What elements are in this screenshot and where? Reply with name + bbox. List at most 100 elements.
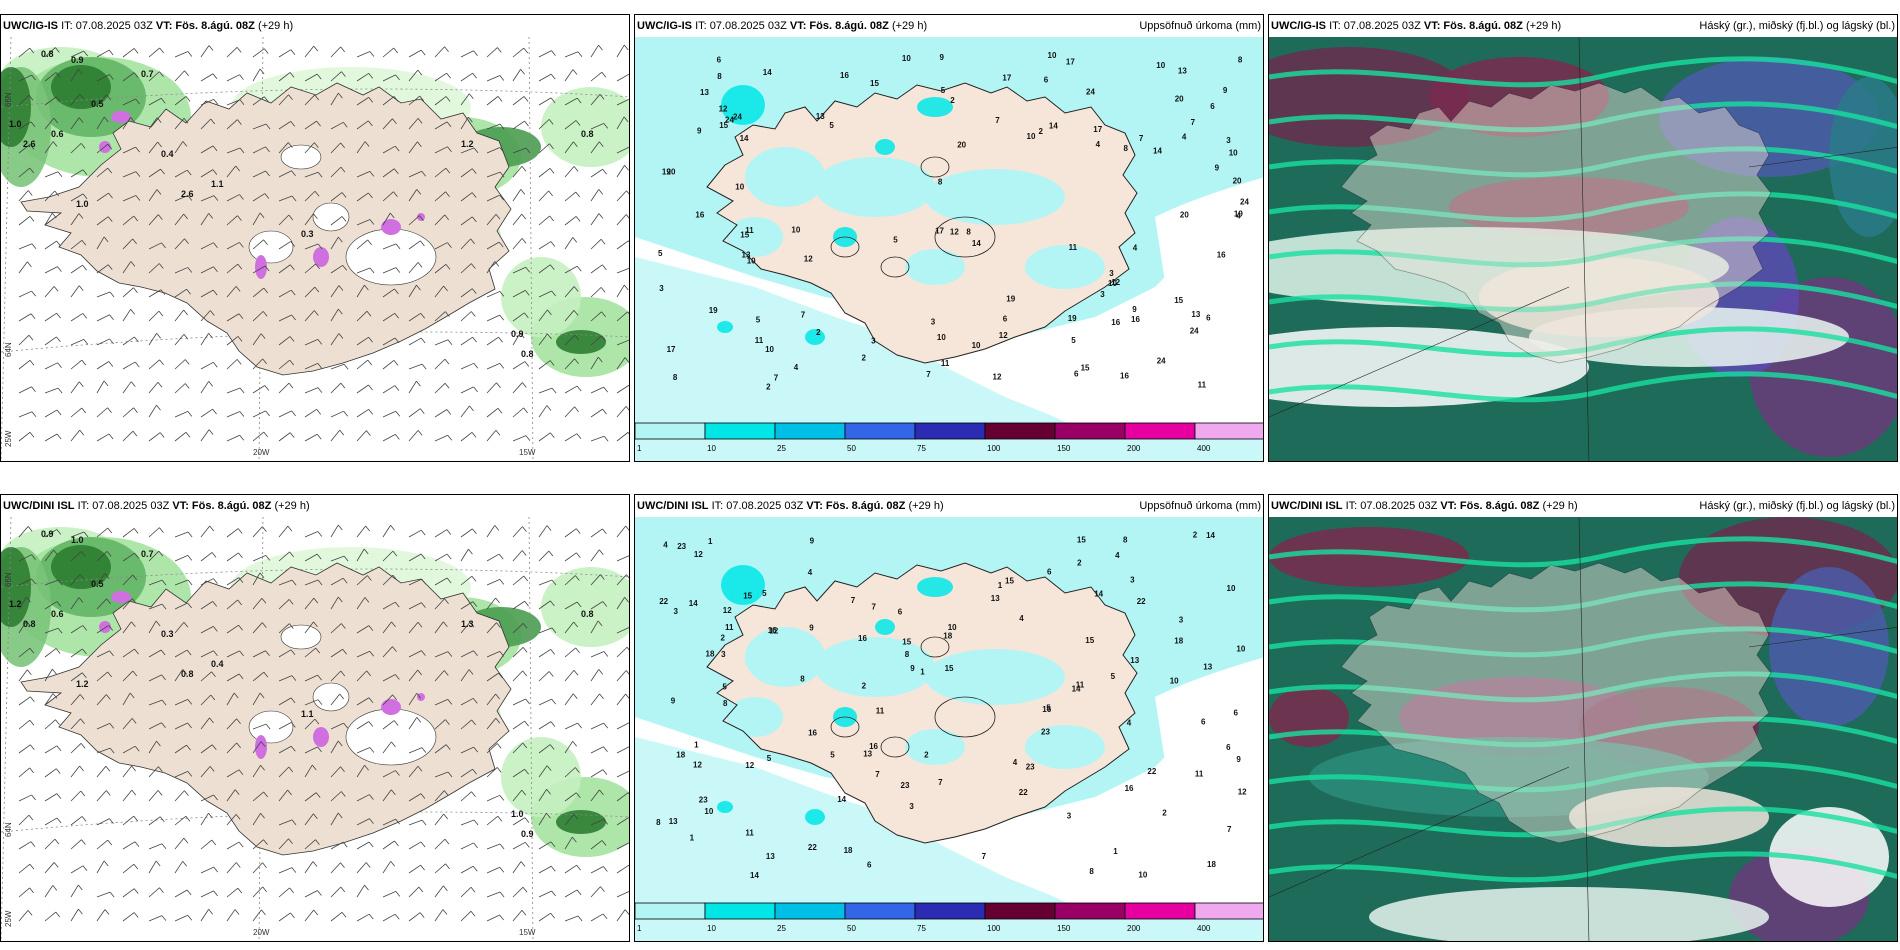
wind-barb [616, 146, 629, 154]
wind-barb [304, 674, 318, 682]
wind-barb [252, 212, 261, 226]
wind-barb-feather [263, 839, 268, 845]
wind-barb [460, 886, 472, 898]
wind-barb [356, 697, 370, 706]
valid-time: VT: Fös. 8.ágú. 08Z [172, 500, 272, 512]
wind-barb [382, 550, 394, 562]
precip-value: 23 [1026, 763, 1035, 772]
wind-barb [356, 120, 369, 130]
precip-blob [541, 87, 629, 167]
glacier-outline [934, 216, 996, 258]
wind-barb-feather [550, 600, 555, 607]
wind-barb-feather [133, 72, 139, 78]
wind-barb [174, 698, 188, 706]
precip-value: 13 [991, 594, 1000, 603]
wind-barb-feather [576, 385, 582, 392]
wind-barb [18, 719, 31, 730]
wind-barb-feather [160, 649, 166, 656]
init-time: IT: 07.08.2025 03Z [77, 500, 170, 512]
wind-barb [174, 51, 189, 58]
wind-barb [512, 189, 522, 202]
value-label: 0.8 [23, 619, 36, 629]
wind-barb-feather [260, 741, 266, 747]
wind-barb [278, 819, 293, 826]
wind-barb [408, 284, 417, 298]
wind-barb [18, 411, 33, 418]
wind-barb-feather [576, 864, 581, 871]
wind-barb [590, 620, 599, 634]
wind-barb-feather [472, 528, 477, 535]
precip-value: 10 [902, 54, 911, 63]
wind-barb [70, 407, 83, 418]
wind-barb [70, 908, 79, 922]
wind-barb [174, 70, 185, 82]
wind-barb [356, 747, 371, 754]
wind-barb-feather [546, 405, 552, 411]
precip-value: 16 [1125, 784, 1134, 793]
wind-barb [148, 816, 161, 826]
wind-barb-feather [417, 622, 423, 628]
wind-barb [174, 309, 185, 322]
wind-barb [44, 719, 56, 730]
wind-barb-feather [262, 886, 267, 893]
value-label: 1.1 [301, 709, 314, 719]
wind-barb [538, 890, 552, 898]
wind-barb-feather [523, 96, 529, 102]
wind-barb [304, 213, 314, 226]
wind-barb [382, 191, 394, 202]
wind-barb-feather [521, 238, 527, 244]
wind-barb-feather [212, 289, 218, 296]
wind-barb [356, 597, 366, 610]
glacier [248, 710, 294, 744]
colorbar-tick: 150 [1057, 444, 1071, 453]
wind-barb [434, 46, 445, 58]
precip-value: 1 [998, 581, 1003, 590]
model-name: UWC/IG-IS [1271, 20, 1326, 32]
wind-barb-feather [317, 579, 323, 586]
wind-barb [148, 843, 163, 850]
wind-barb [70, 672, 83, 682]
high-value-spot [99, 621, 111, 633]
wind-barb-feather [55, 648, 61, 654]
wind-barb [330, 791, 342, 802]
wind-barb-feather [576, 552, 581, 559]
wind-barb [486, 717, 497, 730]
wind-barb [382, 694, 393, 706]
wind-barb-feather [447, 651, 453, 657]
wind-barb [18, 261, 28, 274]
wind-barb-feather [444, 46, 449, 53]
wind-barb-feather [155, 860, 161, 867]
wind-barb [382, 74, 396, 82]
wind-barb-feather [625, 214, 629, 219]
wind-barb [382, 789, 392, 802]
wind-barb-feather [395, 434, 400, 440]
wind-barb [434, 72, 447, 82]
precip-value: 2 [766, 382, 771, 391]
wind-barb-feather [259, 572, 265, 579]
wind-barb-feather [419, 215, 424, 221]
wind-barb-feather [288, 142, 293, 148]
wind-barb-feather [420, 864, 425, 871]
wind-barb [252, 96, 265, 106]
wind-barb-feather [159, 359, 164, 366]
wind-barb [174, 621, 185, 634]
wind-barb [408, 380, 417, 394]
wind-barb-feather [576, 97, 582, 104]
wind-barb-feather [576, 433, 582, 439]
wind-barb-feather [546, 525, 552, 531]
wind-barb [122, 670, 134, 682]
wind-barb [356, 670, 367, 682]
wind-barb-feather [316, 409, 322, 415]
wind-barb-feather [573, 166, 579, 172]
wind-barb [434, 242, 448, 250]
wind-barb [122, 815, 135, 826]
wind-barb [96, 722, 110, 730]
wind-barb [434, 771, 449, 778]
wind-barb-feather [446, 529, 452, 535]
wind-barb [590, 141, 600, 154]
wind-barb-feather [213, 890, 218, 897]
wind-barb-feather [291, 195, 297, 202]
precip-value: 16 [1042, 705, 1051, 714]
wind-barb-feather [108, 361, 114, 367]
wind-barb [200, 99, 214, 106]
